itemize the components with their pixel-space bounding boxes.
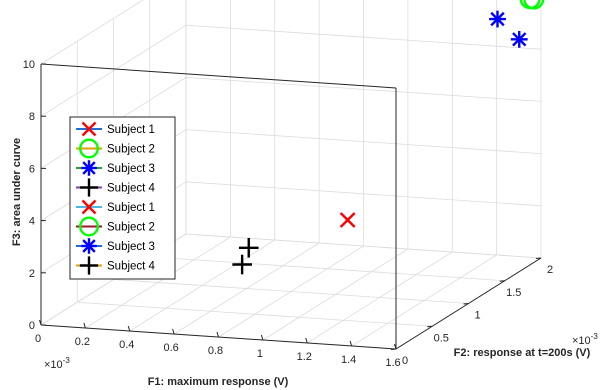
legend-marker: [81, 199, 97, 215]
legend-marker: [79, 256, 99, 275]
x-tick-label: 0.4: [119, 339, 134, 351]
legend-marker: [81, 160, 97, 176]
y-tick: [535, 257, 542, 259]
legend-marker: [81, 121, 97, 137]
x-tick-label: 0.2: [75, 336, 90, 348]
grid-line: [149, 256, 505, 282]
grid-line: [185, 77, 542, 102]
legend-marker: [79, 138, 99, 159]
y-tick: [427, 325, 433, 328]
y-tick: [463, 303, 469, 305]
legend-label: Subject 1: [107, 124, 155, 136]
legend-marker: [81, 238, 97, 254]
data-point: [489, 10, 506, 28]
y-tick: [499, 280, 505, 282]
x-tick-label: 0.8: [208, 345, 223, 357]
y-tick-label: 1.5: [506, 287, 521, 299]
y-tick-label: 1: [474, 310, 480, 322]
grid-line: [77, 301, 433, 327]
z-tick-label: 4: [29, 216, 35, 228]
x-tick-label: 1: [257, 348, 263, 360]
box-edge-front-top: [40, 63, 397, 89]
grid-lines: [40, 0, 542, 350]
legend-label: Subject 2: [107, 144, 155, 156]
axis-labels: F1: maximum response (V) F2: response at…: [11, 138, 598, 388]
grid-line: [113, 279, 469, 304]
y-tick-label: 0.5: [434, 332, 449, 344]
x-tick-label: 1.2: [297, 351, 312, 363]
y-exponent-label: ×10-3: [572, 332, 598, 347]
legend-marker: [79, 216, 99, 237]
grid-line: [185, 181, 542, 207]
legend-label: Subject 3: [107, 163, 155, 175]
data-point: [238, 237, 259, 258]
z-tick-label: 0: [29, 320, 35, 332]
z-tick-label: 6: [29, 163, 35, 175]
x-tick-label: 1.6: [385, 357, 400, 369]
x-tick: [394, 343, 397, 350]
x-tick: [305, 337, 308, 344]
x-tick: [172, 328, 175, 335]
x-tick: [127, 325, 131, 332]
grid-line: [185, 24, 542, 50]
y-axis-label: F2: response at t=200s (V): [454, 347, 591, 359]
data-point: [339, 212, 356, 228]
x-exponent-label: ×10-3: [44, 356, 70, 371]
legend-label: Subject 3: [107, 241, 155, 253]
data-point: [510, 30, 528, 48]
y-tick: [390, 348, 397, 350]
x-tick-label: 0: [35, 333, 41, 345]
data-point: [519, 0, 541, 10]
grid-line: [185, 129, 542, 154]
x-tick: [260, 334, 264, 341]
z-tick-label: 2: [29, 268, 35, 280]
z-axis-label: F3: area under curve: [11, 138, 23, 246]
x-tick: [83, 322, 86, 329]
y-tick-label: 0: [402, 355, 408, 367]
y-tick-label: 2: [547, 264, 553, 276]
z-tick-label: 8: [29, 111, 35, 123]
axes-frame: [39, 63, 542, 350]
x-tick: [39, 319, 42, 326]
data-point: [232, 254, 252, 275]
legend-label: Subject 2: [107, 222, 155, 234]
legend-label: Subject 4: [107, 183, 156, 195]
x-tick-label: 0.6: [163, 342, 178, 354]
grid-line: [40, 0, 144, 65]
legend-marker: [79, 178, 99, 197]
legend-box: [69, 116, 176, 280]
x-tick-label: 1.4: [341, 354, 356, 366]
x-tick: [216, 331, 219, 338]
grid-line: [40, 24, 187, 117]
legend: Subject 1 Subject 2 Subject 3 Subject 4 Subj…: [69, 116, 176, 280]
z-tick-label: 10: [23, 59, 35, 71]
data-markers: [232, 0, 545, 275]
x-tick: [349, 340, 353, 347]
legend-label: Subject 4: [107, 261, 156, 273]
x-axis-label: F1: maximum response (V): [148, 376, 289, 388]
grid-line: [185, 233, 542, 259]
legend-label: Subject 1: [107, 202, 155, 214]
